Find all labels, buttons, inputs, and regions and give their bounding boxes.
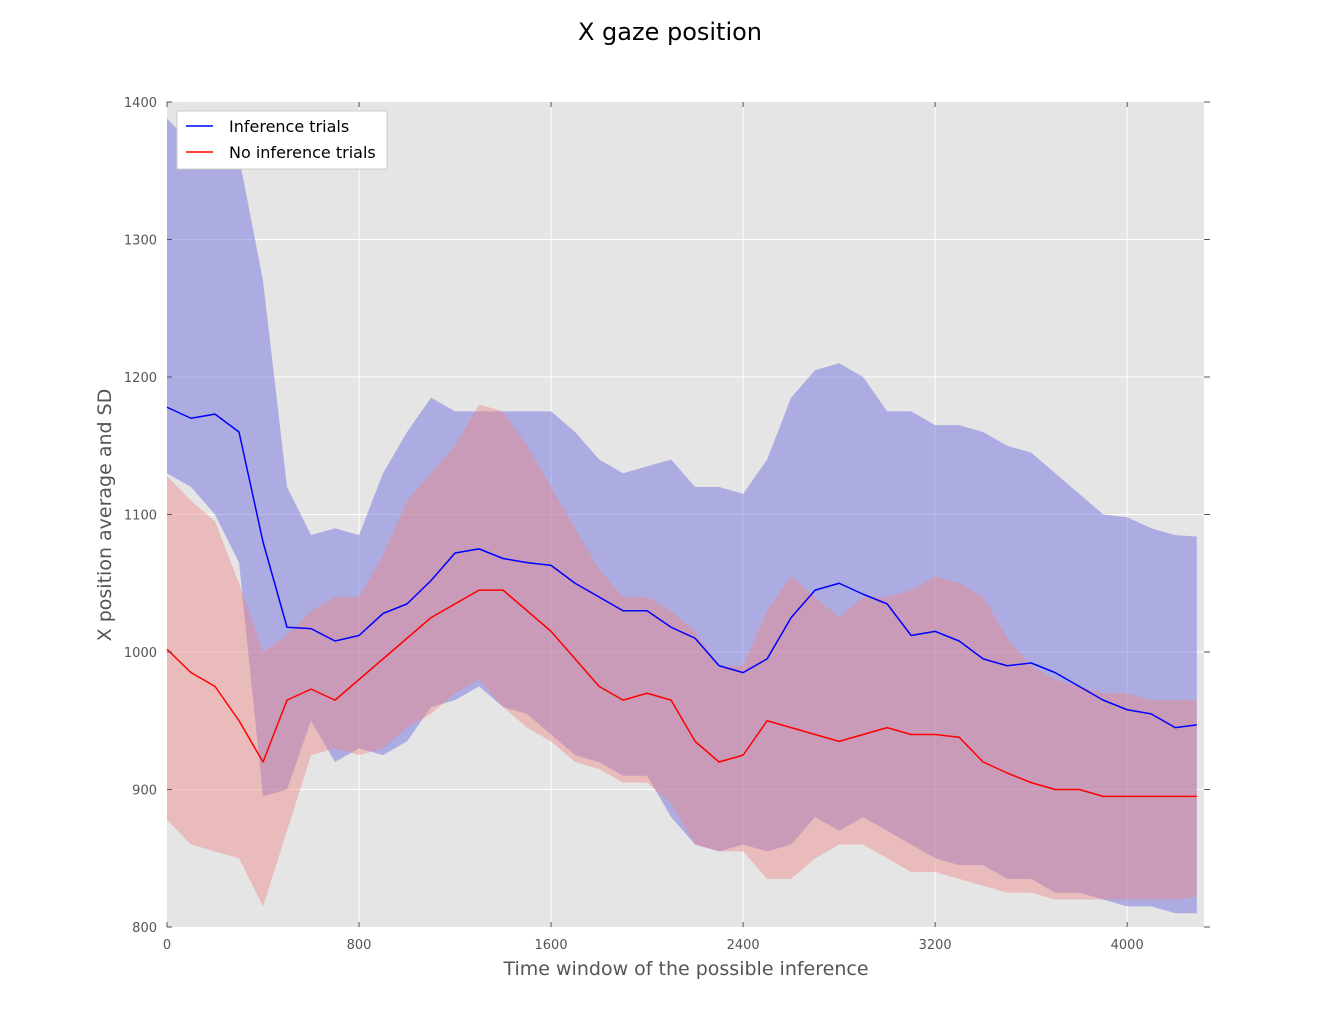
axis-ticks — [166, 101, 1210, 928]
x-tick-label: 2400 — [727, 938, 760, 953]
x-tick-label: 4000 — [1111, 938, 1144, 953]
sd-band-inference — [167, 118, 1197, 914]
x-axis-label: Time window of the possible inference — [502, 958, 868, 980]
y-tick-label: 1400 — [124, 96, 157, 111]
y-tick-label: 800 — [132, 921, 157, 936]
chart-title: X gaze position — [578, 18, 762, 46]
sd-band-no-inference — [167, 404, 1197, 907]
y-tick-label: 1300 — [124, 234, 157, 249]
y-tick-label: 1200 — [124, 371, 157, 386]
legend: Inference trials No inference trials — [176, 110, 388, 170]
x-tick-label: 3200 — [919, 938, 952, 953]
x-tick-labels: 0 800 1600 2400 3200 4000 — [163, 938, 1144, 953]
legend-label-no-inference: No inference trials — [229, 143, 376, 162]
mean-lines — [166, 406, 1197, 798]
legend-box — [176, 110, 388, 170]
legend-label-inference: Inference trials — [229, 117, 349, 136]
sd-bands — [167, 118, 1197, 914]
y-tick-labels: 800 900 1000 1100 1200 1300 1400 — [124, 96, 157, 936]
mean-line-no-inference — [166, 589, 1197, 798]
mean-line-inference — [166, 406, 1197, 729]
y-tick-label: 1000 — [124, 646, 157, 661]
y-axis-label: X position average and SD — [94, 389, 116, 642]
x-tick-label: 800 — [347, 938, 372, 953]
x-tick-label: 1600 — [535, 938, 568, 953]
grid-lines — [167, 102, 1204, 927]
x-tick-label: 0 — [163, 938, 171, 953]
y-tick-label: 1100 — [124, 509, 157, 524]
y-tick-label: 900 — [132, 784, 157, 799]
